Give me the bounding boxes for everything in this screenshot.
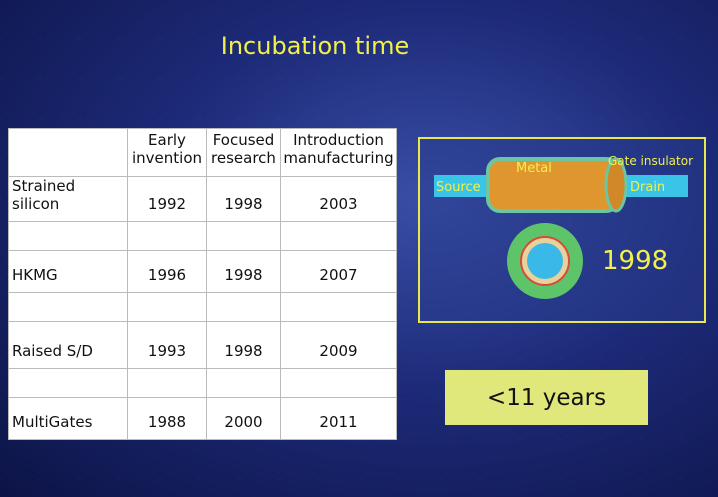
cell: 1988 xyxy=(127,397,207,440)
cell: 1998 xyxy=(206,250,281,293)
table-row: Raised S/D 1993 1998 2009 xyxy=(8,321,397,369)
transistor-diagram: Source Metal Gate insulator Drain 1998 xyxy=(418,137,706,323)
cell: 1998 xyxy=(206,321,281,369)
cell: 2011 xyxy=(280,397,397,440)
spacer-row xyxy=(8,368,397,398)
empty-cell xyxy=(127,292,207,322)
drain-label: Drain xyxy=(630,180,665,195)
cell: 1996 xyxy=(127,250,207,293)
callout: <11 years xyxy=(445,370,648,425)
column-header: Introduction manufacturing xyxy=(280,128,397,177)
empty-cell xyxy=(280,368,397,398)
table-row: HKMG 1996 1998 2007 xyxy=(8,250,397,293)
column-header: Focused research xyxy=(206,128,281,177)
row-label: Strained silicon xyxy=(8,176,128,222)
metal-label: Metal xyxy=(516,161,552,176)
empty-cell xyxy=(127,368,207,398)
cell: 1993 xyxy=(127,321,207,369)
table-row: Strained silicon 1992 1998 2003 xyxy=(8,176,397,222)
cell: 2000 xyxy=(206,397,281,440)
empty-cell xyxy=(8,292,128,322)
empty-header xyxy=(8,128,128,177)
row-label: Raised S/D xyxy=(8,321,128,369)
empty-cell xyxy=(206,221,281,251)
empty-cell xyxy=(206,368,281,398)
cell: 1992 xyxy=(127,176,207,222)
spacer-row xyxy=(8,221,397,251)
spacer-row xyxy=(8,292,397,322)
incubation-table: Early invention Focused research Introdu… xyxy=(8,128,397,440)
empty-cell xyxy=(280,292,397,322)
slide-title: Incubation time xyxy=(220,32,410,60)
table-row: MultiGates 1988 2000 2011 xyxy=(8,397,397,440)
cell: 2007 xyxy=(280,250,397,293)
cell: 2009 xyxy=(280,321,397,369)
cell: 1998 xyxy=(206,176,281,222)
column-header: Early invention xyxy=(127,128,207,177)
row-label: MultiGates xyxy=(8,397,128,440)
empty-cell xyxy=(127,221,207,251)
row-label: HKMG xyxy=(8,250,128,293)
empty-cell xyxy=(206,292,281,322)
source-label: Source xyxy=(436,180,481,195)
diagram-year: 1998 xyxy=(602,246,668,276)
gate-insulator-label: Gate insulator xyxy=(608,154,693,168)
empty-cell xyxy=(8,368,128,398)
empty-cell xyxy=(8,221,128,251)
cell: 2003 xyxy=(280,176,397,222)
empty-cell xyxy=(280,221,397,251)
